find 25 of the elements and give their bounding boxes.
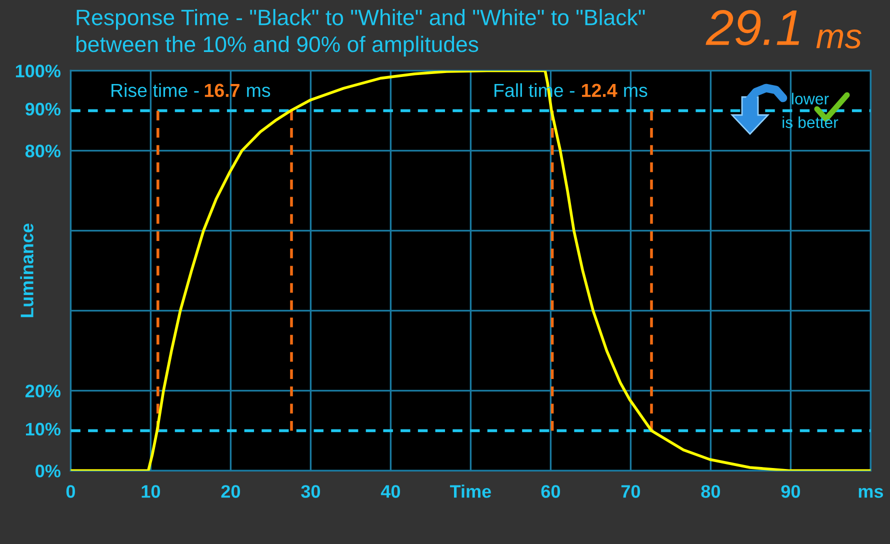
y-tick-label: 20%: [25, 384, 61, 398]
x-tick-label: 70: [621, 485, 640, 498]
annotation: Rise time -: [112, 83, 199, 98]
x-tick-label: 20: [221, 485, 240, 498]
x-tick-label: 80: [701, 485, 720, 498]
y-tick-label: 0%: [36, 464, 60, 478]
x-tick-label: 0: [66, 485, 75, 498]
annotation: 12.4: [582, 84, 618, 97]
y-tick-label: 80%: [25, 144, 61, 158]
x-tick-label: 90: [781, 485, 800, 498]
x-tick-label: 60: [541, 485, 560, 498]
annotation: ms: [247, 86, 270, 98]
x-tick-label: 30: [301, 485, 320, 498]
x-tick-label: 10: [142, 485, 160, 498]
x-tick-label: 40: [380, 485, 400, 498]
text: 29.1: [706, 10, 800, 46]
y-axis-title: Luminance: [20, 224, 34, 318]
chart-title: Response Time - "Black" to "White" and "White" to "Black" between the 10% and 90% of amplitudes: [76, 9, 645, 57]
ref-line-label: 90%: [25, 102, 60, 116]
ref-line-label: 10%: [26, 422, 60, 436]
y-tick-label: 100%: [16, 64, 61, 78]
text: ms: [816, 29, 862, 48]
x-tick-label: ms: [858, 488, 884, 498]
line-series: [70, 70, 871, 471]
x-tick-label: Time: [450, 484, 491, 498]
